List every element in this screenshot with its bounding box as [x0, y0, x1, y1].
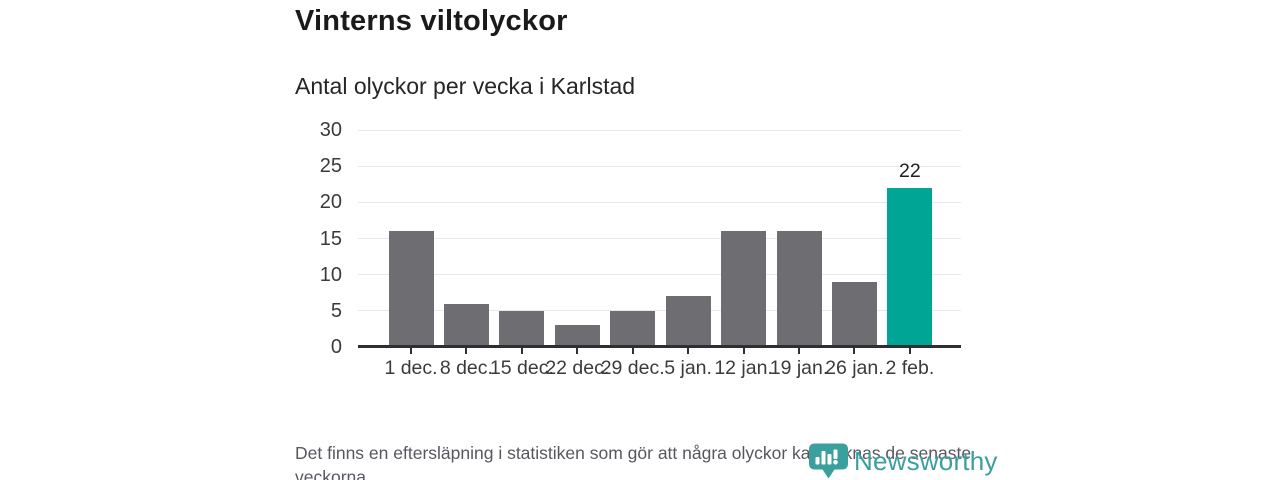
- newsworthy-logo: Newsworthy: [808, 443, 998, 480]
- bar: [665, 296, 711, 347]
- axis-tick: [520, 348, 523, 354]
- axis-tick: [798, 348, 800, 354]
- x-axis-label: 5 jan.: [664, 357, 712, 379]
- x-axis-line: [358, 345, 961, 348]
- x-axis-label: 19 jan.: [769, 357, 829, 379]
- x-axis-label: 26 jan.: [825, 357, 884, 379]
- gridline: [358, 165, 961, 167]
- newsworthy-logo-icon: [809, 443, 848, 479]
- x-axis-label: 8 dec.: [439, 357, 493, 379]
- x-axis-label: 2 feb.: [885, 357, 935, 379]
- gridline: [358, 129, 961, 131]
- footnote: Det finns en eftersläpning i statistiken…: [295, 443, 972, 480]
- bar: [610, 310, 656, 347]
- axis-tick: [742, 348, 745, 354]
- bar: [831, 281, 877, 347]
- x-axis-label: 29 dec.: [600, 357, 665, 379]
- x-axis-label: 22 dec.: [545, 357, 610, 379]
- y-axis-label: 15: [319, 227, 342, 250]
- y-axis-label: 0: [330, 336, 342, 358]
- y-axis-label: 20: [319, 191, 342, 214]
- axis-tick: [410, 348, 412, 354]
- y-axis-label: 10: [319, 263, 342, 286]
- bar: [499, 310, 545, 347]
- bar: [721, 231, 767, 347]
- highlight-bar: [887, 187, 933, 347]
- axis-tick: [908, 348, 911, 354]
- axis-tick: [576, 348, 579, 354]
- x-axis-label: 12 jan.: [714, 357, 773, 379]
- bar: [554, 325, 600, 347]
- gridline: [358, 310, 961, 312]
- chart-subtitle: Antal olyckor per vecka i Karlstad: [295, 73, 636, 99]
- y-axis-label: 5: [330, 299, 342, 322]
- axis-tick: [853, 348, 856, 354]
- x-axis-label: 1 dec.: [384, 357, 438, 379]
- gridline: [358, 274, 961, 276]
- axis-tick: [687, 348, 690, 354]
- value-label: 22: [899, 159, 921, 182]
- axis-tick: [631, 348, 634, 354]
- bar: [443, 303, 489, 347]
- gridline: [358, 238, 961, 239]
- y-axis-label: 30: [319, 119, 342, 141]
- bar: [776, 231, 822, 347]
- chart-title: Vinterns viltolyckor: [295, 5, 568, 37]
- axis-tick: [465, 348, 468, 354]
- bar: [388, 231, 434, 347]
- gridline: [358, 201, 961, 203]
- x-axis-label: 15 dec.: [489, 357, 554, 379]
- newsworthy-logo-text: Newsworthy: [854, 446, 998, 476]
- y-axis-label: 25: [319, 155, 342, 178]
